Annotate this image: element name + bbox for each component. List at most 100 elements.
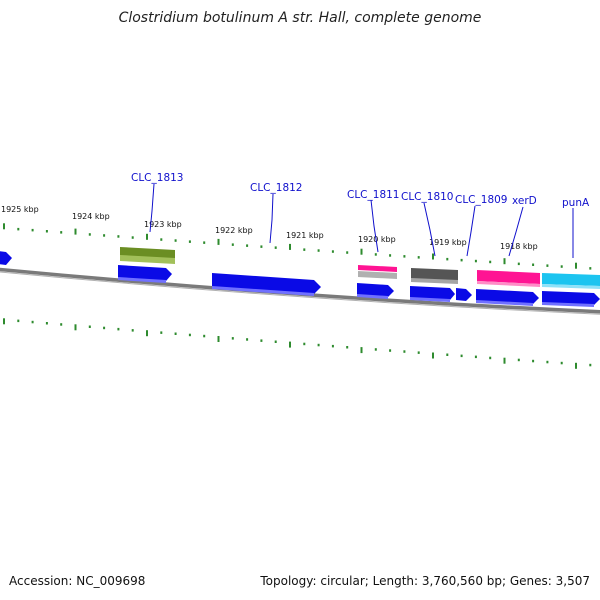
minor-tick — [174, 239, 177, 242]
major-tick — [289, 341, 291, 348]
minor-tick — [489, 260, 492, 264]
minor-tick — [31, 228, 34, 232]
kbp-label: 1924 kbp — [72, 212, 110, 221]
minor-tick — [188, 240, 191, 243]
minor-tick — [260, 245, 263, 248]
minor-tick — [274, 246, 277, 249]
minor-tick — [45, 230, 48, 233]
gene-label-clc1811: CLC_1811 — [347, 189, 400, 201]
minor-tick — [17, 319, 20, 323]
cds-arrow-clc1813 — [118, 265, 172, 281]
gene-block-gray-1810-shade — [411, 278, 458, 284]
minor-tick — [546, 264, 549, 267]
minor-tick — [160, 238, 163, 241]
major-tick — [432, 352, 434, 359]
minor-tick — [303, 248, 306, 251]
minor-tick — [417, 256, 420, 259]
major-tick — [74, 324, 77, 331]
feature-track — [120, 247, 600, 289]
kbp-labels: 1925 kbp 1924 kbp 1923 kbp 1922 kbp 1921… — [1, 205, 538, 251]
cds-track — [0, 251, 600, 307]
minor-tick — [446, 257, 449, 261]
minor-tick — [303, 342, 306, 346]
major-tick — [217, 238, 220, 245]
gene-block-cyan-puna — [542, 273, 600, 286]
cds-arrow-puna — [542, 291, 600, 305]
major-tick — [360, 248, 363, 255]
gene-block-pink-xerd-shade — [477, 281, 540, 287]
minor-tick — [17, 227, 20, 231]
minor-tick — [346, 346, 349, 349]
kbp-label: 1921 kbp — [286, 231, 324, 240]
minor-tick — [403, 350, 406, 353]
gene-label-clc1809: CLC_1809 — [455, 194, 508, 206]
gene-label-xerd: xerD — [512, 195, 537, 207]
minor-tick — [460, 258, 463, 262]
minor-tick — [103, 234, 106, 237]
minor-tick — [489, 356, 492, 360]
major-tick — [146, 330, 148, 337]
gene-block-gray-1811 — [358, 271, 397, 279]
topology-text: Topology: circular; Length: 3,760,560 bp… — [260, 574, 590, 588]
cds-arrow — [0, 251, 12, 265]
genome-backbone-shadow — [0, 271, 600, 315]
kbp-label: 1919 kbp — [429, 238, 467, 247]
minor-tick — [188, 333, 191, 337]
leader-clc1812 — [269, 193, 274, 244]
cds-arrow-puna-shade — [542, 302, 594, 307]
major-tick — [3, 223, 5, 230]
minor-tick — [60, 323, 63, 326]
major-tick — [217, 336, 220, 342]
minor-tick — [174, 332, 177, 335]
minor-tick — [88, 325, 91, 328]
cds-arrow-clc1813-shade — [118, 277, 166, 283]
minor-tick — [532, 359, 535, 363]
minor-tick — [117, 235, 120, 238]
major-tick — [575, 262, 577, 269]
minor-tick — [203, 334, 206, 338]
gene-label-clc1813: CLC_1813 — [131, 172, 184, 184]
leader-xerd — [508, 206, 524, 257]
minor-tick — [117, 327, 120, 331]
cds-arrow-clc1810-shade — [410, 297, 450, 302]
major-tick — [3, 318, 5, 325]
kbp-label: 1920 kbp — [358, 235, 396, 244]
major-tick — [360, 347, 363, 354]
cds-arrow-clc1812-shade — [212, 286, 314, 296]
minor-tick — [374, 253, 377, 256]
inner-tick-marks — [3, 318, 592, 369]
minor-tick — [546, 360, 549, 364]
minor-tick — [589, 267, 592, 270]
minor-tick — [474, 259, 477, 263]
cds-arrow-clc1809 — [456, 288, 472, 301]
cds-arrow-clc1811-shade — [357, 294, 388, 299]
kbp-label: 1925 kbp — [1, 205, 39, 214]
gene-labels: CLC_1813 CLC_1812 CLC_1811 CLC_1810 CLC_… — [131, 172, 590, 209]
kbp-label: 1918 kbp — [500, 242, 538, 251]
major-tick — [432, 253, 434, 260]
minor-tick — [331, 344, 334, 348]
minor-tick — [474, 355, 477, 359]
minor-tick — [317, 249, 320, 252]
gene-block-pink-1811 — [358, 265, 397, 272]
major-tick — [575, 362, 577, 369]
minor-tick — [517, 262, 520, 266]
minor-tick — [346, 251, 349, 254]
gene-label-clc1812: CLC_1812 — [250, 182, 303, 194]
minor-tick — [103, 326, 106, 330]
kbp-label: 1923 kbp — [144, 220, 182, 229]
leader-clc1813 — [149, 183, 155, 233]
minor-tick — [532, 263, 535, 266]
gene-label-clc1810: CLC_1810 — [401, 191, 454, 203]
gene-label-leaders — [149, 183, 574, 258]
minor-tick — [403, 255, 406, 258]
minor-tick — [231, 337, 234, 340]
minor-tick — [203, 241, 206, 244]
kbp-label: 1922 kbp — [215, 226, 253, 235]
major-tick — [74, 228, 77, 235]
gene-block-olive-shade — [120, 255, 175, 264]
minor-tick — [417, 351, 420, 354]
minor-tick — [88, 233, 91, 236]
minor-tick — [331, 250, 334, 253]
minor-tick — [231, 243, 234, 246]
